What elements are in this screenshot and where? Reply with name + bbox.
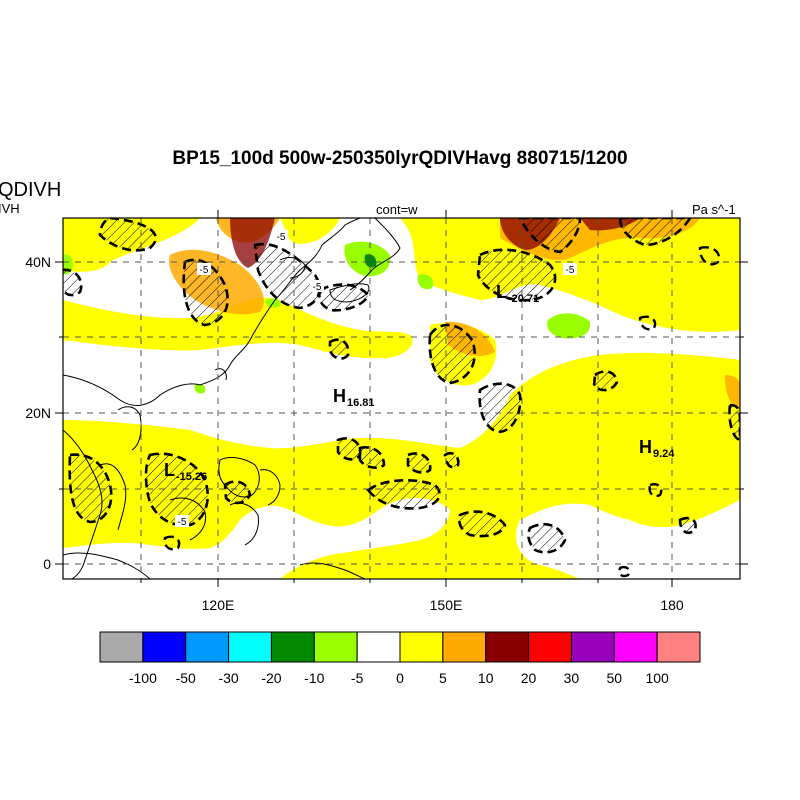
extrema-markers: H 16.81 H 9.24 L -20.71 L -15.26 — [164, 282, 675, 483]
contour-label: -5 — [277, 232, 286, 243]
small-contours — [163, 246, 721, 578]
colorbar-label: 50 — [606, 670, 623, 686]
contour-label: -5 — [200, 265, 209, 276]
colorbar — [99, 631, 701, 663]
colorbar-label: -100 — [128, 670, 157, 686]
colorbar-label: -10 — [304, 670, 325, 686]
dark-green-patch — [364, 254, 377, 268]
colorbar-swatch — [485, 631, 530, 663]
contour-label: -5 — [566, 265, 575, 276]
left-title: QDIVH — [0, 179, 62, 201]
extremum-value: 16.81 — [347, 397, 375, 409]
extremum-letter: L — [496, 282, 507, 302]
colorbar-swatch — [270, 631, 315, 663]
colorbar-swatch — [528, 631, 572, 663]
map-panel: -5 -5 -5 -5 -5 H 16.81 H 9.24 L -20.71 L… — [63, 218, 740, 579]
colorbar-label: 10 — [477, 670, 494, 686]
extremum-value: -15.26 — [176, 471, 207, 483]
left-subtitle: IVH — [0, 201, 20, 216]
axis-labels: 40N 20N 0 120E 150E 180 — [25, 254, 684, 613]
colorbar-swatch — [142, 631, 187, 663]
colorbar-label: -5 — [350, 670, 364, 686]
colorbar-label: 5 — [438, 670, 447, 686]
colorbar-swatch — [313, 631, 358, 663]
lat-tick-label: 40N — [25, 254, 51, 270]
lon-tick-label: 150E — [430, 597, 463, 613]
extremum-letter: L — [164, 460, 175, 480]
lon-tick-label: 180 — [660, 597, 684, 613]
colorbar-label: 0 — [396, 670, 404, 686]
colorbar-label: -20 — [261, 670, 282, 686]
colorbar-label: 30 — [563, 670, 580, 686]
lat-tick-label: 20N — [25, 405, 51, 421]
extremum-letter: H — [639, 437, 652, 457]
plot-title: BP15_100d 500w-250350lyrQDIVHavg 880715/… — [172, 148, 628, 169]
coastlines — [63, 218, 401, 579]
colorbar-swatch — [228, 631, 272, 663]
lat-tick-label: 0 — [43, 556, 51, 572]
colorbar-swatch — [356, 631, 401, 663]
colorbar-swatch — [442, 631, 487, 663]
colorbar-label: -30 — [218, 670, 239, 686]
axis-ticks — [55, 210, 748, 587]
lon-tick-label: 120E — [202, 597, 235, 613]
colorbar-label: -50 — [175, 670, 196, 686]
colorbar-label: 100 — [645, 670, 669, 686]
colorbar-swatch — [399, 631, 444, 663]
contour-label: -5 — [178, 517, 187, 528]
colorbar-label: 20 — [520, 670, 537, 686]
negative-contours — [63, 218, 740, 554]
colorbar-swatch — [613, 631, 658, 663]
extremum-value: -20.71 — [508, 293, 539, 305]
map-frame — [62, 217, 741, 580]
units-label: Pa s^-1 — [692, 202, 736, 217]
colorbar-swatch — [185, 631, 230, 663]
grid-lines — [63, 218, 740, 579]
extremum-value: 9.24 — [653, 448, 675, 460]
colorbar-swatch — [656, 631, 701, 663]
contour-labels: -5 -5 -5 -5 -5 — [175, 230, 577, 528]
colorbar-swatch — [570, 631, 615, 663]
colorbar-swatch — [99, 631, 144, 663]
center-label: cont=w — [376, 202, 418, 217]
extremum-letter: H — [333, 386, 346, 406]
contour-label: -5 — [313, 282, 322, 293]
